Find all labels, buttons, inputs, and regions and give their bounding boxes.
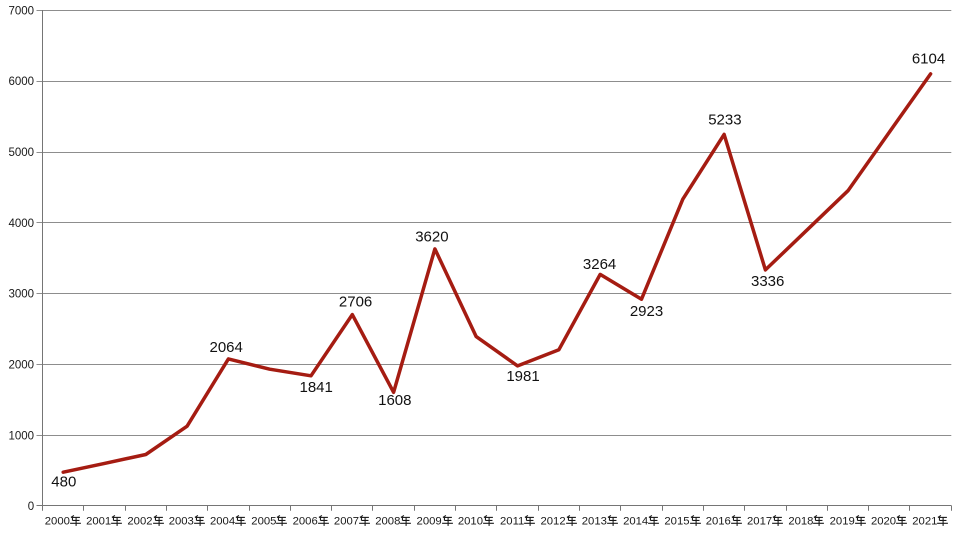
- svg-text:2009: 2009: [417, 516, 442, 528]
- svg-text:2064: 2064: [210, 339, 243, 356]
- svg-text:2004: 2004: [210, 516, 235, 528]
- svg-text:0: 0: [28, 501, 34, 513]
- svg-text:1000: 1000: [9, 430, 35, 442]
- svg-text:2005: 2005: [251, 516, 276, 528]
- svg-text:2012: 2012: [540, 516, 565, 528]
- svg-text:5000: 5000: [9, 147, 35, 159]
- svg-text:2019: 2019: [830, 516, 855, 528]
- svg-text:2018: 2018: [788, 516, 813, 528]
- svg-text:2706: 2706: [339, 294, 372, 311]
- svg-text:2016: 2016: [706, 516, 731, 528]
- svg-text:2013: 2013: [582, 516, 607, 528]
- svg-text:2923: 2923: [630, 303, 663, 320]
- svg-text:2006: 2006: [293, 516, 318, 528]
- svg-text:2002: 2002: [127, 516, 152, 528]
- svg-text:4000: 4000: [9, 218, 35, 230]
- svg-text:2003: 2003: [169, 516, 194, 528]
- svg-text:2010: 2010: [458, 516, 483, 528]
- svg-text:6104: 6104: [912, 51, 945, 68]
- svg-text:6000: 6000: [9, 76, 35, 88]
- svg-text:2000: 2000: [9, 360, 35, 372]
- svg-text:2007: 2007: [334, 516, 359, 528]
- svg-text:1608: 1608: [378, 392, 411, 409]
- svg-text:2001: 2001: [86, 516, 111, 528]
- svg-text:480: 480: [51, 474, 76, 491]
- svg-text:2011: 2011: [500, 516, 524, 528]
- svg-text:2014: 2014: [623, 516, 648, 528]
- svg-text:2000: 2000: [45, 516, 70, 528]
- svg-text:3336: 3336: [751, 273, 784, 290]
- svg-text:3620: 3620: [415, 229, 448, 246]
- svg-text:2017: 2017: [747, 516, 772, 528]
- svg-text:1981: 1981: [506, 368, 539, 385]
- svg-text:3000: 3000: [9, 289, 35, 301]
- svg-text:5233: 5233: [708, 112, 741, 129]
- svg-text:3264: 3264: [583, 256, 616, 273]
- svg-text:2008: 2008: [375, 516, 400, 528]
- svg-text:1841: 1841: [300, 379, 333, 396]
- svg-text:2021: 2021: [912, 516, 937, 528]
- svg-text:2020: 2020: [871, 516, 896, 528]
- svg-text:7000: 7000: [9, 5, 35, 17]
- svg-text:2015: 2015: [664, 516, 689, 528]
